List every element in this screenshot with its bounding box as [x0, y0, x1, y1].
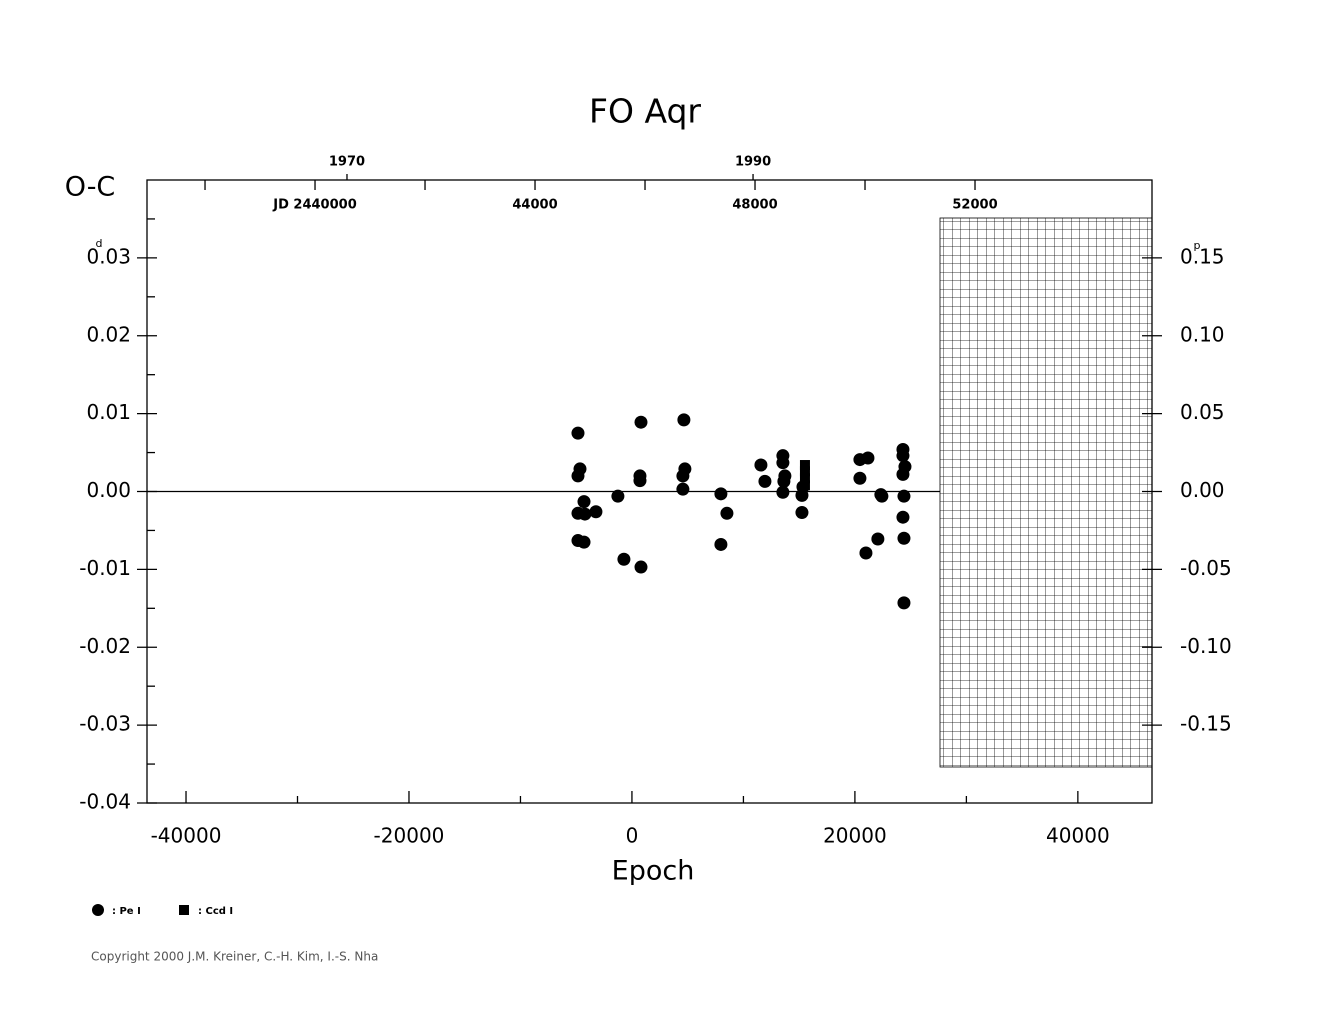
y-tick-label: 0.01	[86, 400, 131, 424]
y2-tick-label: 0.15	[1180, 244, 1225, 268]
y2-tick-label: 0.10	[1180, 322, 1225, 346]
x-tick-label: 40000	[1046, 824, 1110, 848]
data-point	[677, 413, 691, 427]
data-point	[795, 506, 809, 520]
jd-tick-label: 52000	[952, 198, 997, 213]
data-point	[896, 467, 910, 481]
hatched-region	[939, 217, 1153, 768]
data-point	[571, 426, 585, 440]
year-tick-label: 1990	[735, 155, 771, 170]
x-tick-label: -20000	[374, 824, 445, 848]
y-tick-label: -0.04	[79, 790, 131, 814]
y-tick-label: 0.03	[86, 244, 131, 268]
data-point	[896, 510, 910, 524]
data-point	[754, 458, 768, 472]
data-point	[897, 489, 911, 503]
data-point	[633, 474, 647, 488]
data-point	[897, 596, 911, 610]
data-point	[577, 495, 591, 509]
y-tick-label: -0.03	[79, 712, 131, 736]
legend-marker	[179, 905, 189, 915]
x-axis-label: Epoch	[612, 856, 695, 887]
data-point	[571, 469, 585, 483]
x-tick-label: 20000	[823, 824, 887, 848]
y-tick-label: 0.00	[86, 478, 131, 502]
y-tick-label: -0.01	[79, 556, 131, 580]
data-point	[799, 473, 810, 484]
jd-tick-label: JD 2440000	[272, 198, 356, 213]
legend-marker	[92, 904, 104, 916]
data-point	[897, 531, 911, 545]
data-point	[799, 480, 810, 491]
chart-title: FO Aqr	[589, 92, 701, 131]
data-point	[634, 560, 648, 574]
data-point	[859, 546, 873, 560]
y2-unit: p	[1194, 239, 1201, 252]
legend-label: : Ccd I	[198, 906, 233, 917]
data-point	[714, 537, 728, 551]
x-tick-label: 0	[626, 824, 639, 848]
data-point	[776, 485, 790, 499]
data-point	[676, 482, 690, 496]
data-point	[577, 535, 591, 549]
jd-tick-label: 44000	[512, 198, 557, 213]
jd-tick-label: 48000	[732, 198, 777, 213]
data-point	[589, 505, 603, 519]
data-point	[676, 469, 690, 483]
legend-label: : Pe I	[112, 906, 141, 917]
y2-tick-label: 0.00	[1180, 478, 1225, 502]
data-point	[875, 489, 889, 503]
data-point	[896, 449, 910, 463]
data-point	[853, 471, 867, 485]
x-tick-label: -40000	[151, 824, 222, 848]
data-point	[758, 474, 772, 488]
data-point	[720, 506, 734, 520]
year-tick-label: 1970	[329, 155, 365, 170]
data-point	[799, 460, 810, 471]
data-point	[799, 466, 810, 477]
y-tick-label: -0.02	[79, 634, 131, 658]
data-point	[578, 507, 592, 521]
y2-tick-label: -0.05	[1180, 556, 1232, 580]
data-point	[714, 487, 728, 501]
data-point	[776, 456, 790, 470]
data-point	[871, 532, 885, 546]
y-tick-label: 0.02	[86, 322, 131, 346]
y-axis-label: O-C	[65, 172, 116, 203]
y2-tick-label: -0.10	[1180, 634, 1232, 658]
y-unit: d	[96, 237, 103, 250]
y2-tick-label: 0.05	[1180, 400, 1225, 424]
data-point	[777, 474, 791, 488]
data-point	[634, 415, 648, 429]
data-point	[861, 451, 875, 465]
y2-tick-label: -0.15	[1180, 712, 1232, 736]
data-point	[617, 552, 631, 566]
copyright: Copyright 2000 J.M. Kreiner, C.-H. Kim, …	[91, 950, 378, 964]
data-point	[611, 489, 625, 503]
